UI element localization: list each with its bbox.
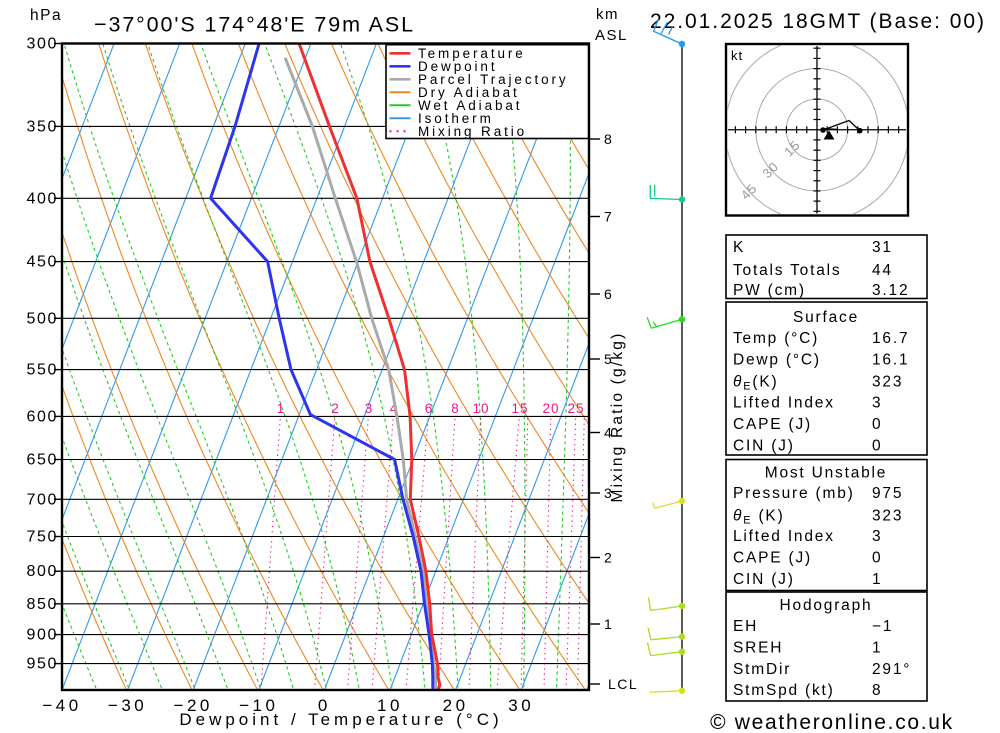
svg-text:8: 8 [604,131,613,147]
svg-text:5: 5 [604,351,613,367]
svg-text:θE (K): θE (K) [733,508,785,527]
svg-text:Mixing Ratio (g/kg): Mixing Ratio (g/kg) [609,331,626,502]
svg-text:20: 20 [542,401,559,416]
svg-text:16.1: 16.1 [872,352,909,369]
svg-text:EH: EH [733,618,758,635]
svg-text:PW (cm): PW (cm) [733,282,806,299]
svg-text:Lifted Index: Lifted Index [733,528,835,545]
svg-text:44: 44 [872,262,893,279]
svg-text:−30: −30 [108,696,147,715]
svg-text:StmDir: StmDir [733,661,791,678]
svg-text:θE(K): θE(K) [733,374,778,393]
svg-text:4: 4 [604,425,613,441]
svg-text:3: 3 [872,528,882,545]
svg-text:850: 850 [27,596,59,613]
svg-text:© weatheronline.co.uk: © weatheronline.co.uk [710,711,954,733]
svg-text:900: 900 [27,627,59,644]
svg-text:K: K [733,239,745,256]
svg-text:Most Unstable: Most Unstable [765,465,887,482]
svg-text:600: 600 [27,408,59,425]
svg-text:30: 30 [508,696,534,715]
svg-text:Temperature: Temperature [418,46,526,61]
svg-text:15: 15 [511,401,528,416]
svg-text:km: km [596,6,619,23]
svg-text:Parcel Trajectory: Parcel Trajectory [418,72,569,87]
svg-text:CAPE (J): CAPE (J) [733,416,812,433]
svg-text:CIN (J): CIN (J) [733,571,795,588]
svg-text:10: 10 [377,696,403,715]
svg-text:Dry Adiabat: Dry Adiabat [418,85,520,100]
svg-text:8: 8 [451,401,460,416]
svg-text:350: 350 [27,118,59,135]
svg-text:0: 0 [872,438,882,455]
svg-text:−1: −1 [872,618,893,635]
svg-text:Pressure (mb): Pressure (mb) [733,485,855,502]
svg-text:8: 8 [872,682,882,699]
svg-text:6: 6 [604,286,613,302]
svg-text:300: 300 [27,36,59,53]
svg-text:Surface: Surface [793,309,859,326]
svg-text:400: 400 [27,190,59,207]
svg-text:hPa: hPa [30,7,62,24]
svg-text:800: 800 [27,563,59,580]
svg-text:31: 31 [872,239,893,256]
svg-text:Temp (°C): Temp (°C) [733,330,819,347]
svg-text:7: 7 [604,209,613,225]
svg-text:Dewpoint: Dewpoint [418,59,497,74]
svg-text:25: 25 [567,401,584,416]
svg-text:Mixing Ratio: Mixing Ratio [418,124,527,139]
svg-text:Isotherm: Isotherm [418,111,494,126]
svg-text:Wet Adiabat: Wet Adiabat [418,98,522,113]
svg-text:Dewp (°C): Dewp (°C) [733,352,821,369]
svg-text:291°: 291° [872,661,911,678]
svg-text:0: 0 [318,696,331,715]
svg-text:4: 4 [390,401,399,416]
svg-text:1: 1 [872,571,882,588]
svg-text:0: 0 [872,416,882,433]
svg-text:ASL: ASL [595,27,628,44]
svg-text:550: 550 [27,362,59,379]
svg-text:650: 650 [27,452,59,469]
svg-text:22.01.2025 18GMT (Base: 00): 22.01.2025 18GMT (Base: 00) [650,10,986,33]
svg-text:CAPE (J): CAPE (J) [733,550,812,567]
svg-text:CIN (J): CIN (J) [733,438,795,455]
svg-text:LCL: LCL [608,676,638,692]
svg-text:700: 700 [27,491,59,508]
svg-text:500: 500 [27,310,59,327]
svg-text:2: 2 [604,550,613,566]
svg-text:−37°00'S 174°48'E 79m ASL: −37°00'S 174°48'E 79m ASL [94,13,415,37]
svg-text:Totals Totals: Totals Totals [733,262,841,279]
svg-text:3: 3 [365,401,374,416]
svg-text:−10: −10 [239,696,278,715]
svg-text:Lifted Index: Lifted Index [733,395,835,412]
svg-text:3: 3 [872,395,882,412]
svg-text:StmSpd (kt): StmSpd (kt) [733,682,835,699]
svg-text:Hodograph: Hodograph [780,597,873,614]
svg-text:6: 6 [425,401,434,416]
svg-text:3: 3 [604,485,613,501]
svg-text:SREH: SREH [733,640,783,657]
svg-text:0: 0 [872,550,882,567]
svg-text:450: 450 [27,254,59,271]
svg-text:3.12: 3.12 [872,282,909,299]
svg-text:750: 750 [27,529,59,546]
svg-text:950: 950 [27,656,59,673]
svg-text:20: 20 [443,696,469,715]
svg-text:10: 10 [472,401,489,416]
svg-text:1: 1 [277,401,286,416]
svg-text:−40: −40 [42,696,81,715]
svg-text:kt: kt [731,48,743,63]
svg-text:975: 975 [872,485,903,502]
svg-text:323: 323 [872,374,903,391]
svg-text:323: 323 [872,508,903,525]
svg-text:2: 2 [331,401,340,416]
svg-text:Dewpoint / Temperature (°C): Dewpoint / Temperature (°C) [179,710,502,729]
svg-text:1: 1 [604,616,613,632]
svg-text:1: 1 [872,640,882,657]
svg-text:16.7: 16.7 [872,330,909,347]
svg-text:−20: −20 [174,696,213,715]
